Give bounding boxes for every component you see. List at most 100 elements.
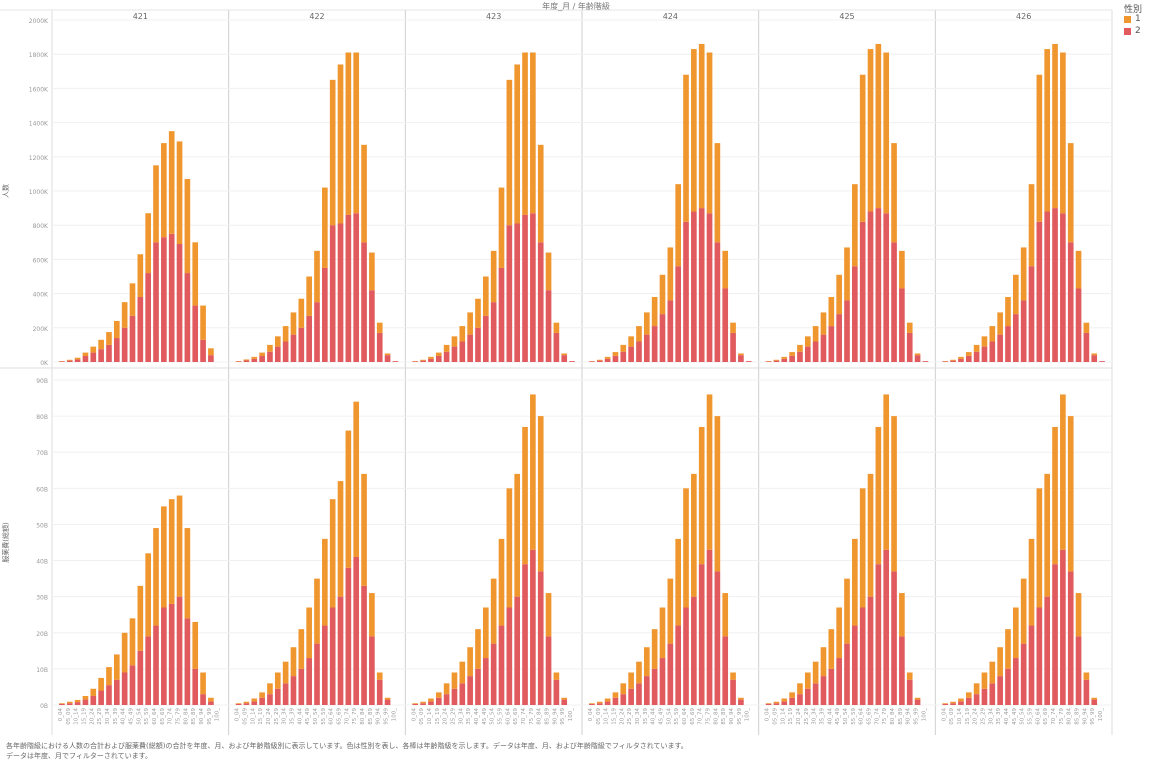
- bar-1: [852, 184, 858, 267]
- bar-1: [628, 336, 634, 347]
- x-tick-label: 0_04: [411, 708, 417, 722]
- x-tick-label: 35_39: [819, 708, 825, 725]
- bar-1: [667, 578, 674, 644]
- bar-1: [200, 672, 206, 695]
- x-tick-label: 30_34: [105, 708, 111, 725]
- bar-2: [545, 290, 552, 362]
- bar-1: [59, 703, 65, 704]
- bar-1: [490, 250, 497, 303]
- x-tick-label: 05_09: [242, 708, 248, 725]
- bar-1: [435, 692, 442, 698]
- bar-2: [765, 703, 772, 705]
- x-tick-label: 55_59: [851, 708, 857, 725]
- bar-1: [981, 336, 988, 347]
- x-tick-label: 40_44: [121, 708, 127, 725]
- bar-1: [828, 629, 835, 669]
- x-tick-label: 30_34: [458, 708, 464, 725]
- bar-2: [569, 361, 575, 362]
- bar-1: [459, 661, 466, 684]
- bar-1: [899, 593, 905, 637]
- bar-1: [267, 683, 273, 695]
- x-tick-label: 100_: [745, 708, 751, 721]
- bar-2: [738, 699, 744, 705]
- bar-2: [867, 596, 874, 705]
- bar-2: [420, 703, 426, 705]
- x-tick-label: 40_44: [474, 708, 480, 725]
- x-tick-label: 30_34: [812, 708, 818, 725]
- bar-1: [1091, 697, 1098, 700]
- bar-2: [428, 701, 434, 705]
- bar-2: [781, 701, 788, 705]
- bar-1: [522, 52, 528, 215]
- bar-1: [683, 74, 689, 222]
- bar-2: [243, 703, 250, 705]
- bar-2: [958, 358, 964, 362]
- bar-1: [337, 64, 344, 224]
- bar-1: [659, 607, 666, 659]
- x-tick-label: 90_94: [1082, 708, 1088, 725]
- bar-2: [883, 549, 890, 705]
- bar-1: [329, 499, 336, 608]
- bar-1: [765, 703, 772, 704]
- bar-2: [522, 564, 528, 705]
- y-tick-label: 400K: [33, 292, 49, 299]
- bar-2: [852, 266, 858, 362]
- bar-1: [981, 672, 988, 689]
- legend-item-2[interactable]: 2: [1124, 26, 1141, 36]
- bar-2: [1005, 668, 1011, 705]
- x-tick-label: 100_: [215, 708, 221, 721]
- y-tick-label: 40B: [36, 559, 48, 566]
- bar-1: [852, 538, 858, 626]
- bar-2: [369, 636, 375, 705]
- x-tick-label: 55_59: [1028, 708, 1034, 725]
- bar-2: [475, 668, 481, 705]
- bar-1: [153, 165, 159, 243]
- bar-2: [98, 349, 104, 362]
- bar-1: [322, 538, 328, 626]
- bar-2: [899, 636, 905, 705]
- bar-1: [659, 274, 666, 315]
- bar-1: [490, 578, 497, 644]
- bar-1: [714, 416, 721, 572]
- bar-2: [298, 668, 305, 705]
- bar-1: [914, 697, 921, 700]
- bar-2: [168, 603, 175, 705]
- y-tick-label: 0B: [40, 703, 48, 710]
- x-tick-label: 15_19: [435, 708, 441, 725]
- bar-2: [789, 355, 795, 362]
- bar-2: [828, 326, 835, 362]
- x-tick-label: 95_99: [737, 708, 743, 725]
- bar-1: [738, 697, 744, 700]
- bar-1: [706, 394, 713, 550]
- bar-2: [1091, 355, 1098, 362]
- header-title: 年度_月 / 年齢階級: [542, 1, 610, 11]
- bar-2: [66, 360, 73, 362]
- x-tick-label: 15_19: [258, 708, 264, 725]
- bar-1: [168, 499, 175, 604]
- bar-1: [498, 538, 505, 626]
- bar-1: [950, 359, 956, 361]
- bar-1: [545, 252, 552, 291]
- bar-2: [683, 221, 689, 362]
- bar-2: [145, 636, 151, 705]
- bar-2: [745, 361, 752, 362]
- bar-2: [1075, 288, 1082, 362]
- x-tick-label: 10_14: [780, 708, 786, 725]
- bar-2: [435, 697, 442, 705]
- bar-1: [589, 703, 595, 704]
- bar-1: [345, 52, 352, 215]
- y-tick-label: 70B: [36, 450, 48, 457]
- bar-1: [628, 672, 634, 689]
- bar-2: [498, 267, 505, 362]
- x-tick-label: 100_: [568, 708, 574, 721]
- bar-2: [267, 351, 273, 362]
- bar-2: [997, 676, 1003, 705]
- x-tick-label: 35_39: [113, 708, 119, 725]
- bar-2: [443, 351, 450, 362]
- bar-1: [376, 672, 383, 680]
- bar-2: [1044, 596, 1051, 705]
- bar-2: [875, 564, 882, 705]
- bar-2: [459, 683, 466, 705]
- y-tick-label: 1800K: [29, 52, 49, 59]
- legend-item-1[interactable]: 1: [1124, 14, 1141, 24]
